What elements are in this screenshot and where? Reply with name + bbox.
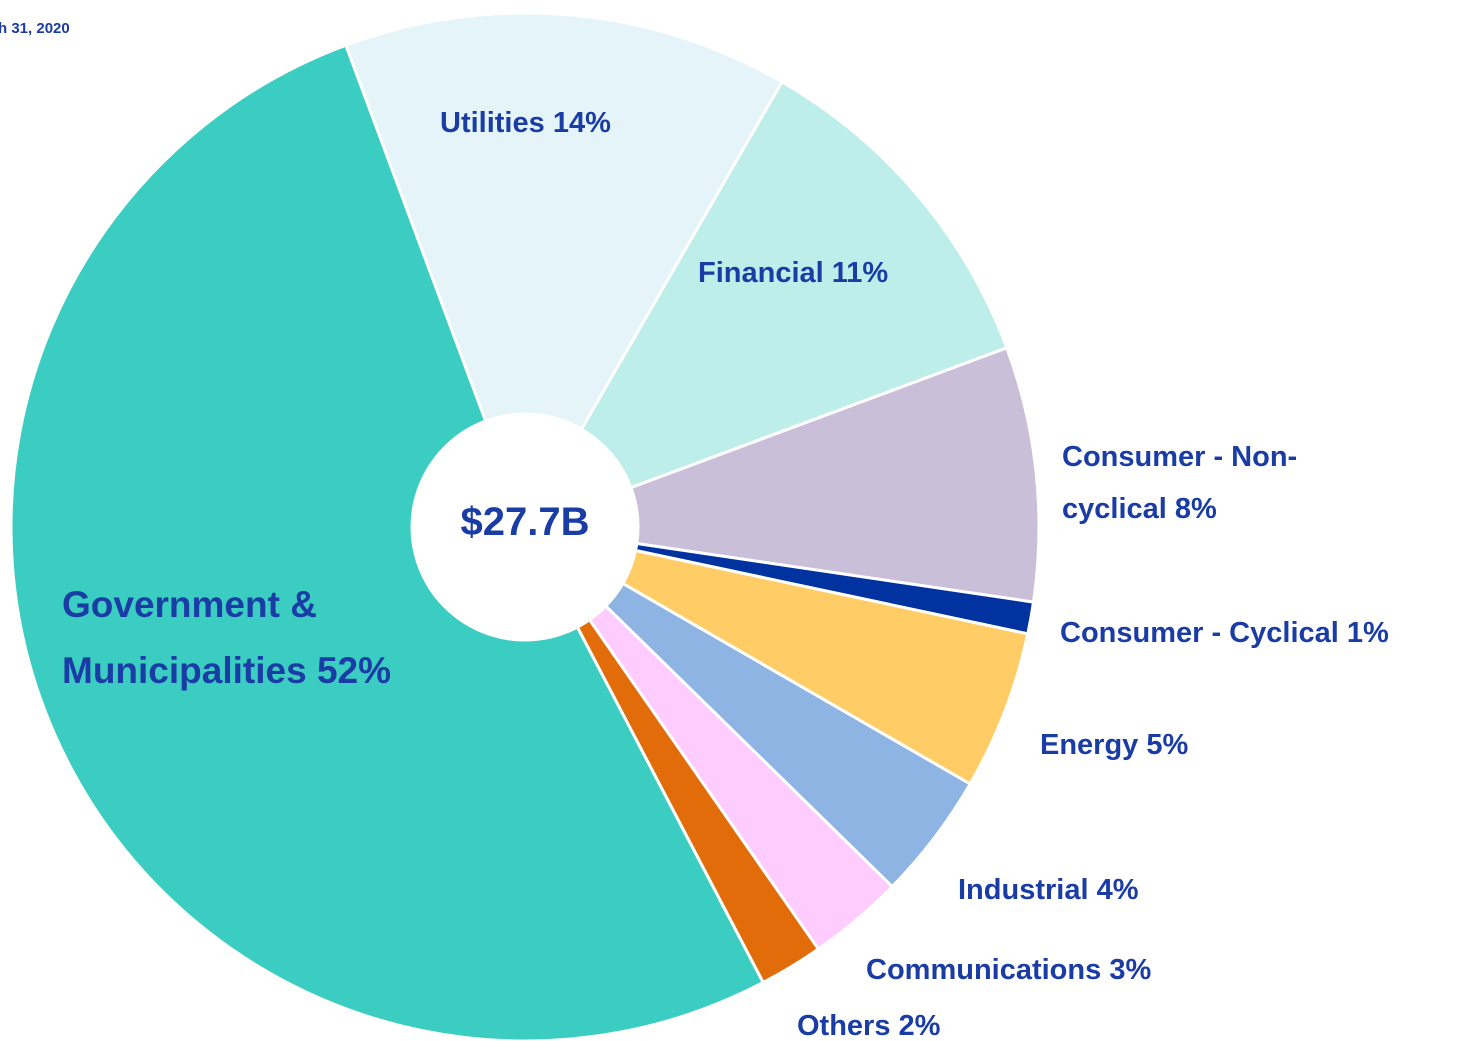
value-label: 14% xyxy=(552,107,611,139)
value-label: 4% xyxy=(1096,874,1139,906)
category-name: Government & Municipalities xyxy=(62,584,317,691)
category-name: Energy xyxy=(1040,729,1139,761)
category-name: Others xyxy=(797,1010,891,1041)
slice-label: Financial 11% xyxy=(698,253,1098,293)
value-label: 5% xyxy=(1146,729,1189,761)
slice-label: Consumer - Cyclical 1% xyxy=(1060,613,1473,653)
pie-slice xyxy=(628,345,1041,604)
slice-label: Government & Municipalities 52% xyxy=(62,572,552,704)
value-label: 2% xyxy=(898,1010,941,1041)
slice-label: Industrial 4% xyxy=(958,870,1358,910)
category-name: Utilities xyxy=(440,107,545,139)
slice-label: Energy 5% xyxy=(1040,725,1440,765)
chart-title: h 31, 2020 xyxy=(0,20,70,37)
pie-slice xyxy=(343,11,785,432)
slice-label: Consumer - Non-cyclical 8% xyxy=(1062,431,1382,535)
category-name: Industrial xyxy=(958,874,1089,906)
value-label: 3% xyxy=(1109,954,1152,986)
pie-slice xyxy=(9,43,766,1041)
value-label: 1% xyxy=(1346,617,1389,649)
slice-label: Communications 3% xyxy=(866,950,1286,990)
category-name: Financial xyxy=(698,257,824,289)
value-label: 11% xyxy=(831,257,889,289)
slice-label: Others 2% xyxy=(797,1006,1197,1041)
slice-label: Utilities 14% xyxy=(440,103,840,143)
center-label: $27.7B xyxy=(460,500,590,544)
value-label: 8% xyxy=(1174,493,1217,525)
value-label: 52% xyxy=(316,650,391,691)
category-name: Communications xyxy=(866,954,1102,986)
category-name: Consumer - Non-cyclical xyxy=(1062,441,1298,525)
category-name: Consumer - Cyclical xyxy=(1060,617,1339,649)
